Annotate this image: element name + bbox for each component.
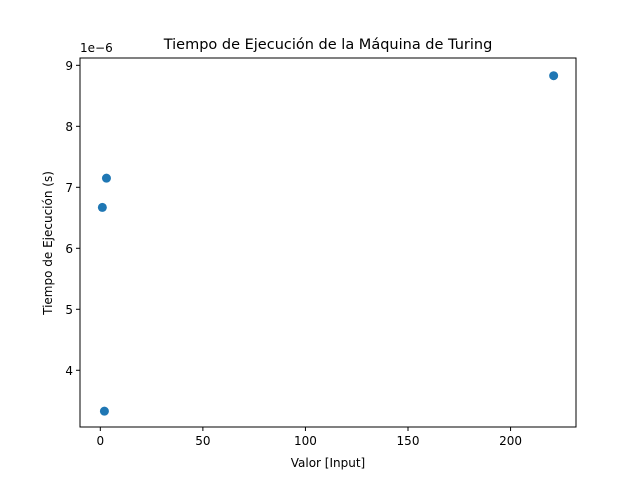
y-tick-label: 6 (65, 242, 73, 256)
y-axis-ticks: 4 5 6 7 8 9 (65, 59, 80, 378)
data-point (101, 173, 111, 183)
y-tick-label: 5 (65, 303, 73, 317)
data-points (97, 71, 559, 416)
y-tick-label: 8 (65, 120, 73, 134)
x-axis-label: Valor [Input] (291, 456, 366, 470)
data-point (99, 406, 109, 416)
x-axis-ticks: 0 50 100 150 200 (96, 427, 522, 448)
data-point (549, 71, 559, 81)
x-tick-label: 200 (499, 434, 522, 448)
plot-area-frame (79, 57, 577, 428)
x-tick-label: 150 (397, 434, 420, 448)
x-tick-label: 100 (294, 434, 317, 448)
y-axis-label: Tiempo de Ejecución (s) (41, 171, 55, 316)
y-tick-label: 4 (65, 364, 73, 378)
y-tick-label: 7 (65, 181, 73, 195)
chart-title: Tiempo de Ejecución de la Máquina de Tur… (163, 37, 493, 53)
y-axis-offset-label: 1e−6 (80, 41, 113, 55)
x-tick-label: 50 (195, 434, 210, 448)
x-tick-label: 0 (96, 434, 104, 448)
y-tick-label: 9 (65, 59, 73, 73)
data-point (97, 202, 107, 212)
